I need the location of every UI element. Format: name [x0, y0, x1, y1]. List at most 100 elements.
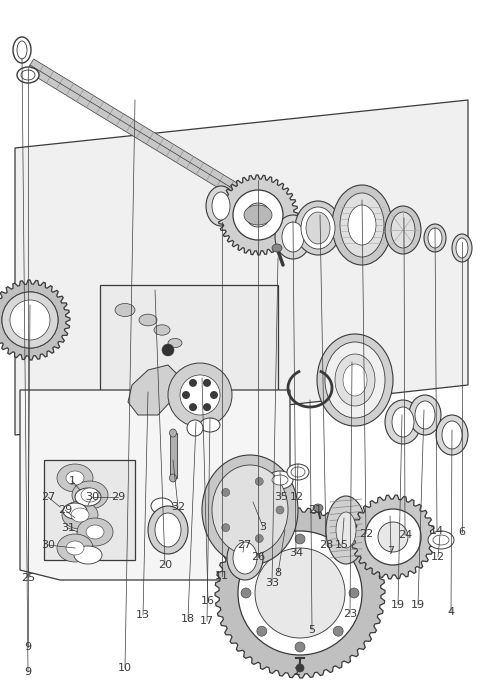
Circle shape — [295, 642, 305, 652]
Ellipse shape — [306, 212, 330, 244]
Text: 25: 25 — [21, 573, 35, 583]
Circle shape — [333, 550, 343, 560]
Ellipse shape — [291, 467, 305, 477]
Ellipse shape — [206, 186, 236, 226]
Ellipse shape — [332, 185, 392, 265]
Text: 15: 15 — [335, 540, 349, 550]
Text: 29: 29 — [111, 492, 125, 502]
Circle shape — [349, 588, 359, 598]
Ellipse shape — [57, 534, 93, 562]
Text: 22: 22 — [359, 529, 373, 539]
Ellipse shape — [212, 465, 288, 555]
Circle shape — [333, 626, 343, 636]
Ellipse shape — [148, 506, 188, 554]
Ellipse shape — [21, 70, 35, 80]
Ellipse shape — [275, 215, 311, 259]
Text: 31: 31 — [61, 523, 75, 533]
Text: 35: 35 — [274, 492, 288, 502]
Text: 6: 6 — [458, 527, 466, 537]
Polygon shape — [215, 508, 385, 678]
Circle shape — [189, 403, 197, 411]
Ellipse shape — [62, 501, 98, 529]
Ellipse shape — [428, 531, 454, 549]
Ellipse shape — [115, 304, 135, 317]
Ellipse shape — [385, 400, 421, 444]
Circle shape — [210, 391, 218, 399]
Ellipse shape — [343, 364, 367, 396]
Ellipse shape — [391, 212, 415, 248]
Text: 12: 12 — [431, 552, 445, 562]
Ellipse shape — [10, 300, 50, 340]
Circle shape — [222, 489, 230, 496]
Text: 14: 14 — [430, 526, 444, 536]
Text: 18: 18 — [181, 614, 195, 624]
Circle shape — [276, 506, 284, 514]
Ellipse shape — [436, 415, 468, 455]
Text: 30: 30 — [41, 540, 55, 550]
Text: 10: 10 — [118, 663, 132, 673]
Ellipse shape — [456, 238, 468, 258]
Polygon shape — [218, 175, 298, 255]
Circle shape — [203, 403, 211, 411]
Text: 2: 2 — [293, 667, 300, 677]
Circle shape — [222, 524, 230, 532]
Text: 13: 13 — [136, 610, 150, 620]
Ellipse shape — [66, 471, 84, 485]
Ellipse shape — [180, 375, 220, 415]
Text: 32: 32 — [171, 502, 185, 512]
Text: 16: 16 — [201, 596, 215, 606]
Circle shape — [255, 477, 263, 486]
Circle shape — [182, 391, 190, 399]
Ellipse shape — [287, 464, 309, 480]
Ellipse shape — [2, 292, 58, 348]
Text: 24: 24 — [398, 530, 412, 540]
Circle shape — [203, 379, 211, 387]
Text: 27: 27 — [41, 492, 55, 502]
Ellipse shape — [200, 418, 220, 432]
Ellipse shape — [151, 498, 173, 514]
Bar — [170, 433, 177, 478]
Polygon shape — [20, 390, 290, 580]
Ellipse shape — [409, 395, 441, 435]
Ellipse shape — [17, 67, 39, 83]
Polygon shape — [351, 495, 435, 579]
Text: 9: 9 — [24, 667, 32, 677]
Ellipse shape — [169, 474, 177, 482]
Ellipse shape — [168, 363, 232, 427]
Text: 26: 26 — [251, 552, 265, 562]
Text: 20: 20 — [158, 560, 172, 570]
Text: 19: 19 — [411, 600, 425, 610]
Ellipse shape — [340, 193, 384, 257]
Ellipse shape — [244, 205, 272, 225]
Circle shape — [241, 588, 251, 598]
Ellipse shape — [162, 344, 174, 356]
Polygon shape — [26, 59, 244, 199]
Ellipse shape — [57, 464, 93, 492]
Text: 23: 23 — [343, 609, 357, 619]
Ellipse shape — [233, 542, 257, 574]
Ellipse shape — [433, 535, 449, 545]
Ellipse shape — [392, 407, 414, 437]
Ellipse shape — [255, 548, 345, 638]
Ellipse shape — [169, 429, 177, 437]
Ellipse shape — [17, 41, 27, 59]
Ellipse shape — [238, 531, 362, 655]
Ellipse shape — [187, 420, 203, 436]
Text: 3: 3 — [260, 522, 266, 532]
Ellipse shape — [378, 522, 408, 552]
Ellipse shape — [282, 222, 304, 252]
Ellipse shape — [81, 488, 99, 502]
Ellipse shape — [72, 481, 108, 509]
Ellipse shape — [233, 190, 283, 240]
Ellipse shape — [313, 504, 323, 512]
Ellipse shape — [326, 496, 366, 564]
Ellipse shape — [227, 536, 263, 580]
Ellipse shape — [442, 421, 462, 449]
Ellipse shape — [86, 525, 104, 539]
Ellipse shape — [202, 455, 298, 565]
Text: 29: 29 — [58, 505, 72, 515]
Text: 12: 12 — [290, 492, 304, 502]
Ellipse shape — [272, 475, 288, 485]
Text: 11: 11 — [215, 571, 229, 581]
Ellipse shape — [267, 471, 293, 489]
